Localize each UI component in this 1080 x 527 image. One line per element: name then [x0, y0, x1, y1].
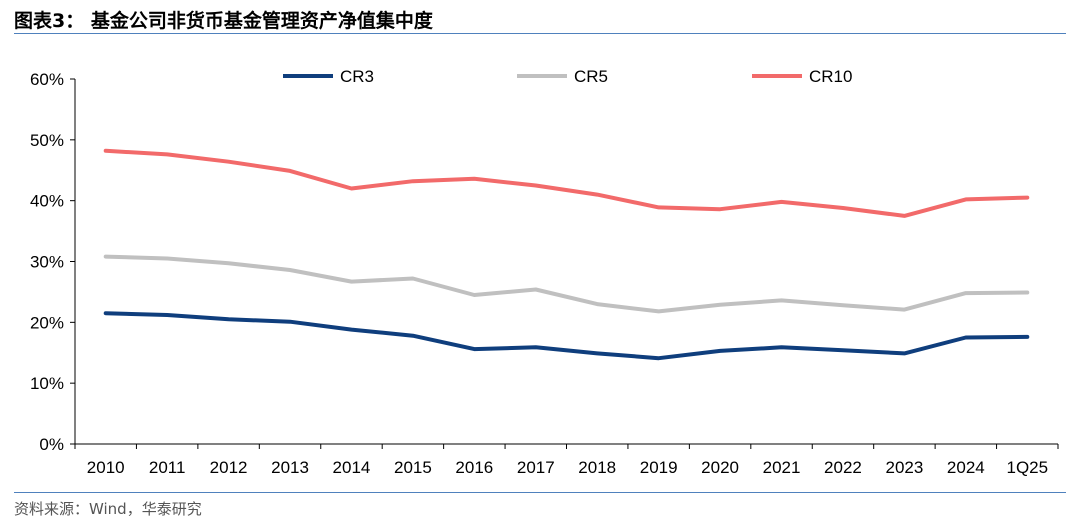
chart-legend: CR3 CR5 CR10: [283, 67, 852, 86]
x-tick-label: 2014: [333, 458, 371, 477]
x-tick-label: 2024: [947, 458, 985, 477]
series-line-cr3: [103, 311, 1030, 361]
x-tick-label: 2016: [455, 458, 493, 477]
x-tick-label: 2017: [517, 458, 555, 477]
x-tick-label: 2022: [824, 458, 862, 477]
x-tick-label: 2013: [271, 458, 309, 477]
x-tick-label: 2011: [149, 458, 186, 477]
y-axis-ticks: 0% 10% 20% 30% 40% 50% 60%: [30, 70, 75, 454]
footer-divider: [14, 492, 1066, 493]
line-chart: 0%10%20%30%40%50%60% 2010 2011 2012 2013 201…: [30, 67, 1059, 477]
y-tick-label: 0%: [39, 435, 64, 454]
series-line-cr5: [103, 254, 1030, 314]
series-lines: [103, 148, 1030, 361]
title-divider: [14, 33, 1066, 34]
y-tick-label: 10%: [30, 374, 64, 393]
chart-title: 图表3： 基金公司非货币基金管理资产净值集中度: [14, 10, 433, 32]
x-tick-label: 2015: [394, 458, 432, 477]
y-tick-label: 20%: [30, 313, 64, 332]
x-tick-label: 2020: [701, 458, 739, 477]
y-tick-label: 60%: [30, 70, 64, 89]
x-tick-label: 2010: [87, 458, 125, 477]
series-line-cr10: [103, 148, 1030, 218]
x-tick-label: 2019: [640, 458, 678, 477]
legend-label-cr5: CR5: [574, 67, 608, 86]
source-note: 资料来源：Wind，华泰研究: [14, 500, 202, 518]
x-tick-label: 2021: [763, 458, 801, 477]
y-tick-label: 30%: [30, 253, 64, 272]
y-tick-label: 40%: [30, 192, 64, 211]
x-tick-label: 2023: [885, 458, 923, 477]
y-tick-label: 50%: [30, 131, 64, 150]
legend-label-cr10: CR10: [809, 67, 852, 86]
x-axis-ticks: 2010 2011 2012 2013 2014 2015 2016 2017 2018 2019…: [74, 444, 1059, 477]
x-tick-label: 2018: [578, 458, 616, 477]
x-tick-label: 2012: [210, 458, 248, 477]
legend-label-cr3: CR3: [340, 67, 374, 86]
x-tick-label: 1Q25: [1006, 458, 1048, 477]
